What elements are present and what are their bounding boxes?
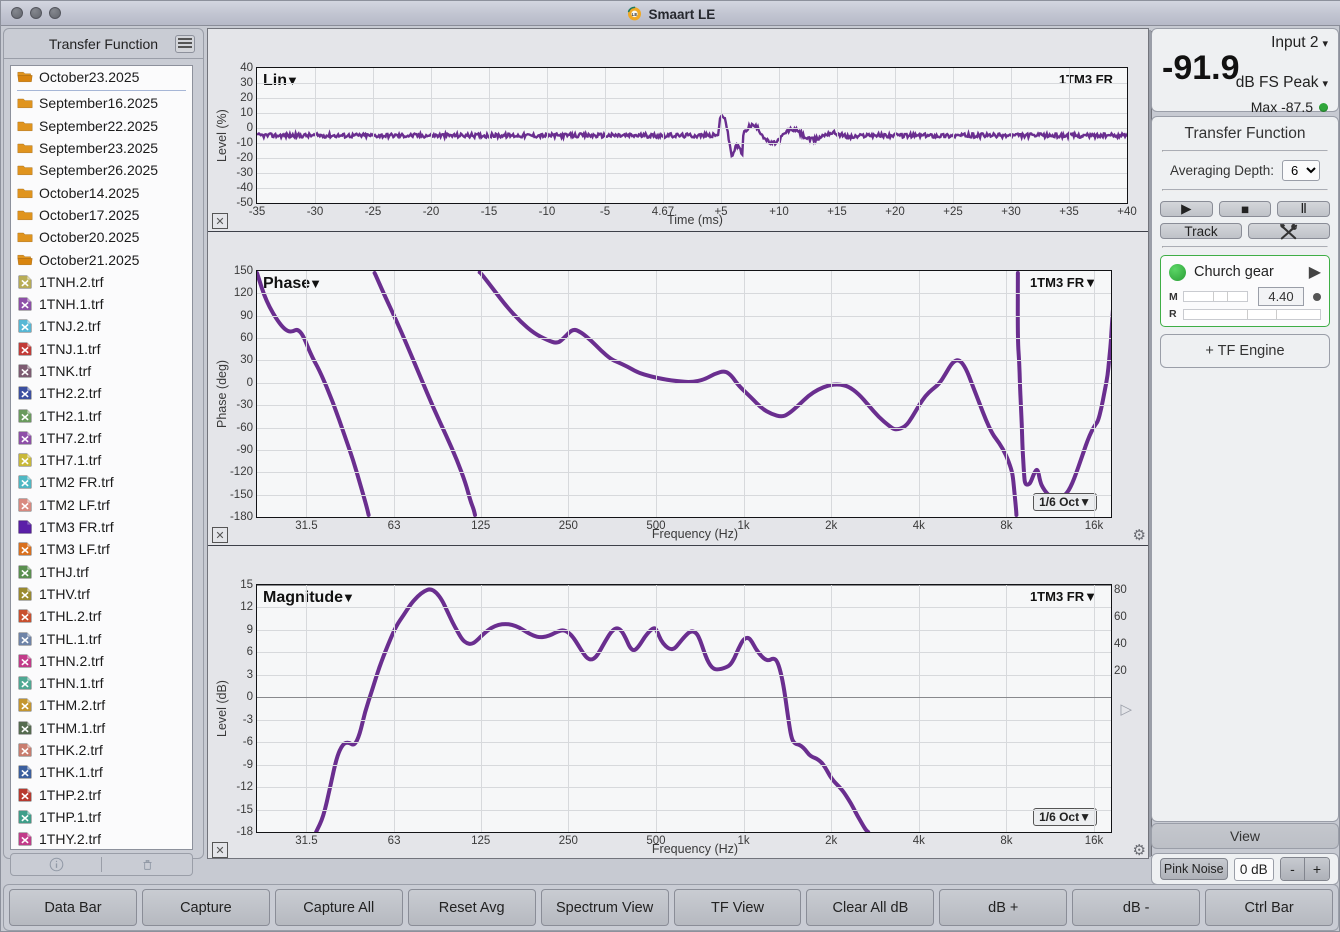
- svg-text:LE: LE: [631, 12, 637, 17]
